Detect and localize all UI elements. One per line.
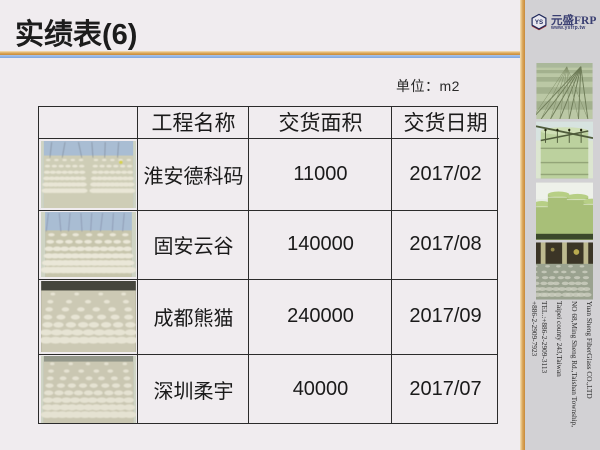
svg-text:YS: YS bbox=[535, 19, 543, 26]
